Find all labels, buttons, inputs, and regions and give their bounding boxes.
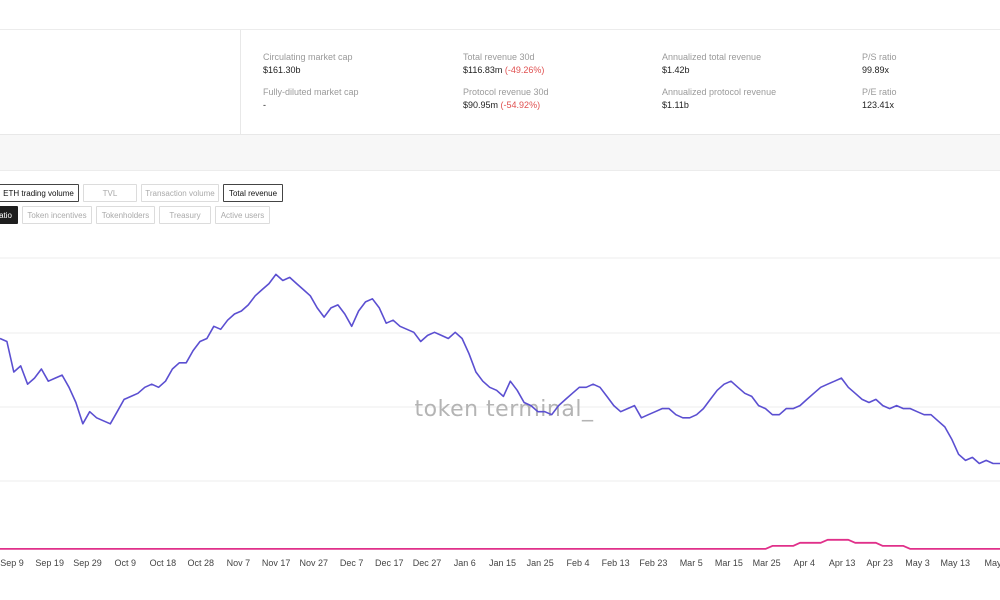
metric-fully-diluted-market-cap: Fully-diluted market cap -: [263, 87, 359, 110]
x-tick-label: Mar 5: [680, 558, 703, 568]
series-line-2: [0, 538, 1000, 550]
metric-label: Annualized protocol revenue: [662, 87, 777, 97]
metric-value: $1.11b: [662, 100, 689, 110]
x-tick-label: Nov 17: [262, 558, 291, 568]
metric-label: P/E ratio: [862, 87, 897, 97]
metric-annualized-total-revenue: Annualized total revenue $1.42b: [662, 52, 761, 75]
x-tick-label: Jan 6: [454, 558, 476, 568]
metric-label: Annualized total revenue: [662, 52, 762, 62]
x-tick-label: Oct 9: [114, 558, 136, 568]
x-tick-label: Feb 13: [602, 558, 630, 568]
x-tick-label: May 3: [905, 558, 930, 568]
ratio-button[interactable]: atio: [0, 206, 18, 224]
x-tick-label: Mar 15: [715, 558, 743, 568]
metric-label: Protocol revenue 30d: [463, 87, 549, 97]
metric-label: P/S ratio: [862, 52, 897, 62]
metric-value: -: [263, 100, 266, 110]
metric-ps-ratio: P/S ratio 99.89x: [862, 52, 897, 75]
x-tick-label: Sep 29: [73, 558, 102, 568]
metric-label: Circulating market cap: [263, 52, 353, 62]
active-users-button[interactable]: Active users: [215, 206, 270, 224]
line-chart: token terminal_ Sep 9 Sep 19 Sep 29 Oct 9 Oc…: [0, 257, 1000, 568]
metric-value: 123.41x: [862, 100, 895, 110]
x-tick-label: Apr 4: [794, 558, 816, 568]
watermark: token terminal_: [415, 397, 594, 422]
metric-pe-ratio: P/E ratio 123.41x: [862, 87, 897, 110]
tvl-button[interactable]: TVL: [83, 184, 137, 202]
x-tick-label: Nov 7: [227, 558, 251, 568]
x-tick-label: Oct 18: [150, 558, 177, 568]
chart-area: token terminal_ Sep 9 Sep 19 Sep 29 Oct 9 Oc…: [0, 250, 1000, 600]
transaction-volume-button[interactable]: Transaction volume: [141, 184, 219, 202]
section-band: [0, 135, 1000, 171]
x-tick-label: Sep 9: [0, 558, 24, 568]
metric-label: Total revenue 30d: [463, 52, 535, 62]
x-tick-label: Feb 23: [639, 558, 667, 568]
x-tick-label: Dec 7: [340, 558, 364, 568]
metric-annualized-protocol-revenue: Annualized protocol revenue $1.11b: [662, 87, 776, 110]
metric-circulating-market-cap: Circulating market cap $161.30b: [263, 52, 353, 75]
x-tick-label: Apr 23: [867, 558, 894, 568]
total-revenue-button[interactable]: Total revenue: [223, 184, 283, 202]
x-tick-label: Dec 27: [413, 558, 442, 568]
x-tick-label: May: [984, 558, 1000, 568]
series: [0, 273, 1000, 550]
metric-protocol-revenue-30d: Protocol revenue 30d $90.95m (-54.92%): [463, 87, 549, 110]
x-tick-label: Jan 25: [527, 558, 554, 568]
metric-label: Fully-diluted market cap: [263, 87, 359, 97]
metrics-panel: Circulating market cap $161.30b Fully-di…: [0, 30, 1000, 135]
x-tick-label: Apr 13: [829, 558, 856, 568]
tokenholders-button[interactable]: Tokenholders: [96, 206, 155, 224]
metric-total-revenue-30d: Total revenue 30d $116.83m (-49.26%): [463, 52, 544, 75]
x-tick-label: Feb 4: [566, 558, 589, 568]
metric-value: $1.42b: [662, 65, 690, 75]
metric-change: (-49.26%): [504, 65, 545, 75]
series-line-1: [0, 273, 1000, 465]
token-incentives-button[interactable]: Token incentives: [22, 206, 92, 224]
x-tick-label: Sep 19: [35, 558, 64, 568]
gridlines: [0, 257, 1000, 482]
metric-change: (-54.92%): [500, 100, 541, 110]
metric-value: $116.83m (-49.26%): [463, 65, 545, 75]
x-tick-label: Mar 25: [753, 558, 781, 568]
metrics-left-pane: [0, 30, 241, 134]
x-tick-label: May 13: [941, 558, 971, 568]
metric-value: $161.30b: [263, 65, 301, 75]
top-bar: [0, 0, 1000, 30]
x-tick-label: Oct 28: [187, 558, 214, 568]
eth-trading-volume-button[interactable]: ETH trading volume: [0, 184, 79, 202]
x-axis-ticks: Sep 9 Sep 19 Sep 29 Oct 9 Oct 18 Oct 28 Nov 7 N…: [0, 558, 1000, 568]
metric-value: $90.95m (-54.92%): [463, 100, 541, 110]
metric-value: 99.89x: [862, 65, 890, 75]
x-tick-label: Dec 17: [375, 558, 404, 568]
treasury-button[interactable]: Treasury: [159, 206, 211, 224]
x-tick-label: Jan 15: [489, 558, 516, 568]
x-tick-label: Nov 27: [300, 558, 329, 568]
